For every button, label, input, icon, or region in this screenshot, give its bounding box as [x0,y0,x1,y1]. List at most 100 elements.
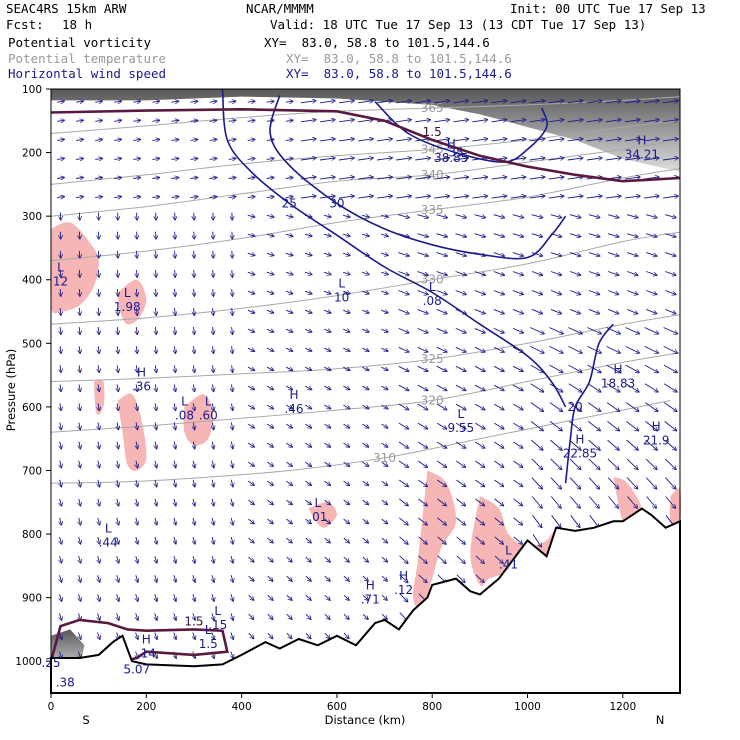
x-tick-label-1000: 1000 [514,701,541,713]
wind-vector-466 [343,537,349,543]
marker-symbol-21: H [142,633,151,647]
wind-vector-528 [396,101,411,103]
wind-vector-642 [474,233,486,237]
wind-vector-695 [512,271,523,276]
wind-vector-112 [117,536,119,544]
wind-vector-502 [377,139,392,141]
wind-vector-416 [319,139,335,141]
wind-vector-240 [209,139,217,140]
wind-vector-560 [415,177,430,179]
wind-vector-378 [286,518,293,523]
wind-vector-600 [436,422,446,429]
wind-vector-312 [247,367,254,370]
wind-vector-487 [362,385,368,389]
wind-vector-128 [136,288,137,296]
wind-vector-646 [474,308,485,313]
wind-vector-412 [305,613,311,619]
wind-vector-464 [343,499,350,504]
wind-vector-129 [136,307,137,315]
wind-vector-310 [247,329,254,332]
wind-vector-230 [193,517,195,525]
wind-vector-379 [286,537,292,543]
wind-vector-543 [398,384,409,390]
wind-vector-253 [213,384,214,391]
wind-vector-136 [136,441,137,449]
wind-vector-81 [98,498,100,506]
wind-vector-289 [231,498,233,506]
wind-vector-430 [324,404,330,409]
y-tick-label-600: 600 [22,402,42,414]
wind-vector-421 [323,234,331,236]
wind-vector-640 [472,196,487,198]
wind-vector-486 [362,367,368,370]
wind-vector-226 [193,441,194,449]
wind-vector-451 [342,253,350,255]
theta-label-335: 335 [421,203,444,217]
wind-vector-736 [548,139,564,141]
wind-vector-297 [231,651,233,659]
wind-vector-792 [587,327,601,334]
wind-vector-783 [586,158,602,160]
wind-vector-835 [627,290,637,295]
wind-vector-670 [493,271,504,276]
wind-vector-576 [417,479,427,486]
wind-vector-257 [212,460,214,468]
wind-vector-417 [319,158,335,160]
wind-vector-731 [531,496,542,509]
wind-vector-314 [247,404,254,409]
wind-vector-637 [472,139,487,141]
wind-vector-24 [60,555,62,563]
wind-vector-819 [606,402,619,412]
wind-vector-18 [60,441,61,449]
wind-vector-341 [266,367,273,370]
wind-vector-2 [57,139,64,140]
wind-vector-405 [305,480,312,485]
wind-vector-644 [474,271,485,276]
wind-vector-461 [343,442,350,447]
wind-vector-98 [117,269,118,277]
wind-vector-588 [434,196,449,198]
wind-vector-210 [190,139,198,140]
wind-vector-396 [304,310,312,313]
wind-vector-0 [57,101,64,102]
wind-vector-794 [587,364,601,372]
wind-vector-268 [228,101,236,102]
wind-vector-261 [212,536,214,544]
wind-vector-380 [286,556,292,562]
wind-vector-557 [415,120,430,122]
wind-vector-682 [494,498,504,506]
wind-vector-88 [98,632,100,640]
wind-vector-27 [59,613,61,620]
wind-speed-label-20: 20 [568,400,583,414]
wind-vector-197 [174,460,175,468]
wind-vector-747 [549,345,562,353]
wind-vector-220 [194,327,195,334]
wind-vector-140 [136,517,138,525]
wind-vector-445 [338,139,354,141]
wind-vector-838 [625,345,640,353]
wind-vector-540 [398,327,409,332]
wind-vector-519 [381,461,388,466]
wind-speed-label-30: 30 [329,196,344,210]
wind-vector-1 [57,120,64,121]
wind-vectors [57,101,678,658]
wind-vector-652 [474,422,484,429]
x-tick-label-800: 800 [422,701,442,713]
wind-vector-847 [643,101,659,103]
wind-vector-11 [60,307,61,315]
wind-vector-688 [510,139,526,141]
wind-vector-684 [494,536,503,544]
wind-vector-209 [190,120,198,121]
wind-vector-347 [267,480,273,485]
wind-vector-72 [98,327,99,334]
wind-vector-93 [114,178,121,179]
pv-label-0: 1.5 [423,125,442,139]
marker-value-4: .60 [199,408,218,422]
wind-vector-15 [60,384,61,391]
wind-vector-122 [133,178,140,179]
wind-vector-477 [358,196,373,198]
wind-vector-618 [455,271,466,276]
wind-vector-810 [607,233,619,237]
wind-vector-482 [362,291,369,294]
wind-vector-350 [267,537,273,543]
